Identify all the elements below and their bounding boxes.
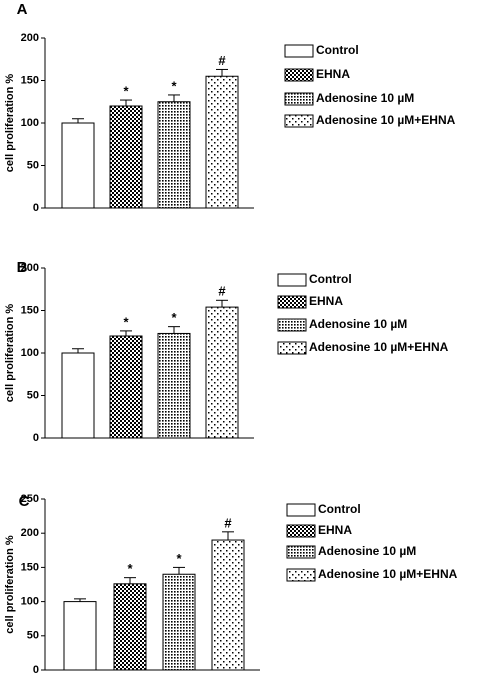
legend-label: EHNA xyxy=(309,294,343,308)
y-tick-label: 50 xyxy=(27,389,39,401)
bar xyxy=(205,75,239,209)
legend-label: EHNA xyxy=(318,523,352,537)
significance-marker: * xyxy=(127,561,133,576)
legend-swatch xyxy=(286,568,316,582)
legend-label: Adenosine 10 µM+EHNA xyxy=(309,340,449,354)
y-tick-label: 250 xyxy=(21,493,39,505)
bar xyxy=(205,306,239,439)
significance-marker: # xyxy=(218,53,226,68)
legend-label: Adenosine 10 µM xyxy=(316,91,414,105)
bar xyxy=(63,601,97,671)
significance-marker: * xyxy=(171,310,177,325)
y-tick-label: 0 xyxy=(33,202,39,214)
legend-label: Control xyxy=(309,272,352,286)
y-tick-label: 0 xyxy=(33,664,39,673)
panel-label: A xyxy=(17,1,28,18)
legend-swatch xyxy=(286,545,316,559)
y-tick-label: 150 xyxy=(21,74,39,86)
legend-swatch xyxy=(284,68,314,82)
legend-label: EHNA xyxy=(316,67,350,81)
legend-label: Adenosine 10 µM xyxy=(309,317,407,331)
bar xyxy=(61,352,95,439)
bar xyxy=(109,335,143,439)
legend-label: Adenosine 10 µM+EHNA xyxy=(316,113,456,127)
y-tick-label: 0 xyxy=(33,432,39,444)
bar xyxy=(113,583,147,671)
significance-marker: * xyxy=(123,314,129,329)
y-tick-label: 100 xyxy=(21,596,39,608)
y-tick-label: 200 xyxy=(21,262,39,274)
legend-swatch xyxy=(284,92,314,106)
y-axis-title: cell proliferation % xyxy=(4,535,16,634)
significance-marker: * xyxy=(171,78,177,93)
legend-label: Adenosine 10 µM xyxy=(318,544,416,558)
legend-label: Control xyxy=(318,502,361,516)
legend-swatch xyxy=(286,524,316,538)
bar xyxy=(211,539,245,671)
significance-marker: * xyxy=(123,83,129,98)
y-tick-label: 150 xyxy=(21,561,39,573)
y-axis-title: cell proliferation % xyxy=(4,304,16,403)
legend-swatch xyxy=(277,318,307,332)
legend-swatch xyxy=(284,44,314,58)
y-axis-title: cell proliferation % xyxy=(4,74,16,173)
y-tick-label: 200 xyxy=(21,527,39,539)
y-tick-label: 50 xyxy=(27,159,39,171)
significance-marker: # xyxy=(218,284,226,299)
y-tick-label: 200 xyxy=(21,32,39,44)
y-tick-label: 150 xyxy=(21,304,39,316)
legend-swatch xyxy=(284,114,314,128)
legend-label: Adenosine 10 µM+EHNA xyxy=(318,567,458,581)
y-tick-label: 50 xyxy=(27,630,39,642)
panel-label: C xyxy=(19,493,30,510)
bar xyxy=(157,101,191,209)
significance-marker: # xyxy=(224,515,232,530)
bar xyxy=(157,332,191,439)
legend-swatch xyxy=(277,273,307,287)
y-tick-label: 100 xyxy=(21,347,39,359)
y-tick-label: 100 xyxy=(21,117,39,129)
legend-swatch xyxy=(286,503,316,517)
legend-swatch xyxy=(277,295,307,309)
significance-marker: * xyxy=(176,551,182,566)
panel-label: B xyxy=(17,259,28,276)
bar xyxy=(109,105,143,209)
legend-label: Control xyxy=(316,43,359,57)
bar xyxy=(162,573,196,671)
bar xyxy=(61,122,95,209)
legend-swatch xyxy=(277,341,307,355)
